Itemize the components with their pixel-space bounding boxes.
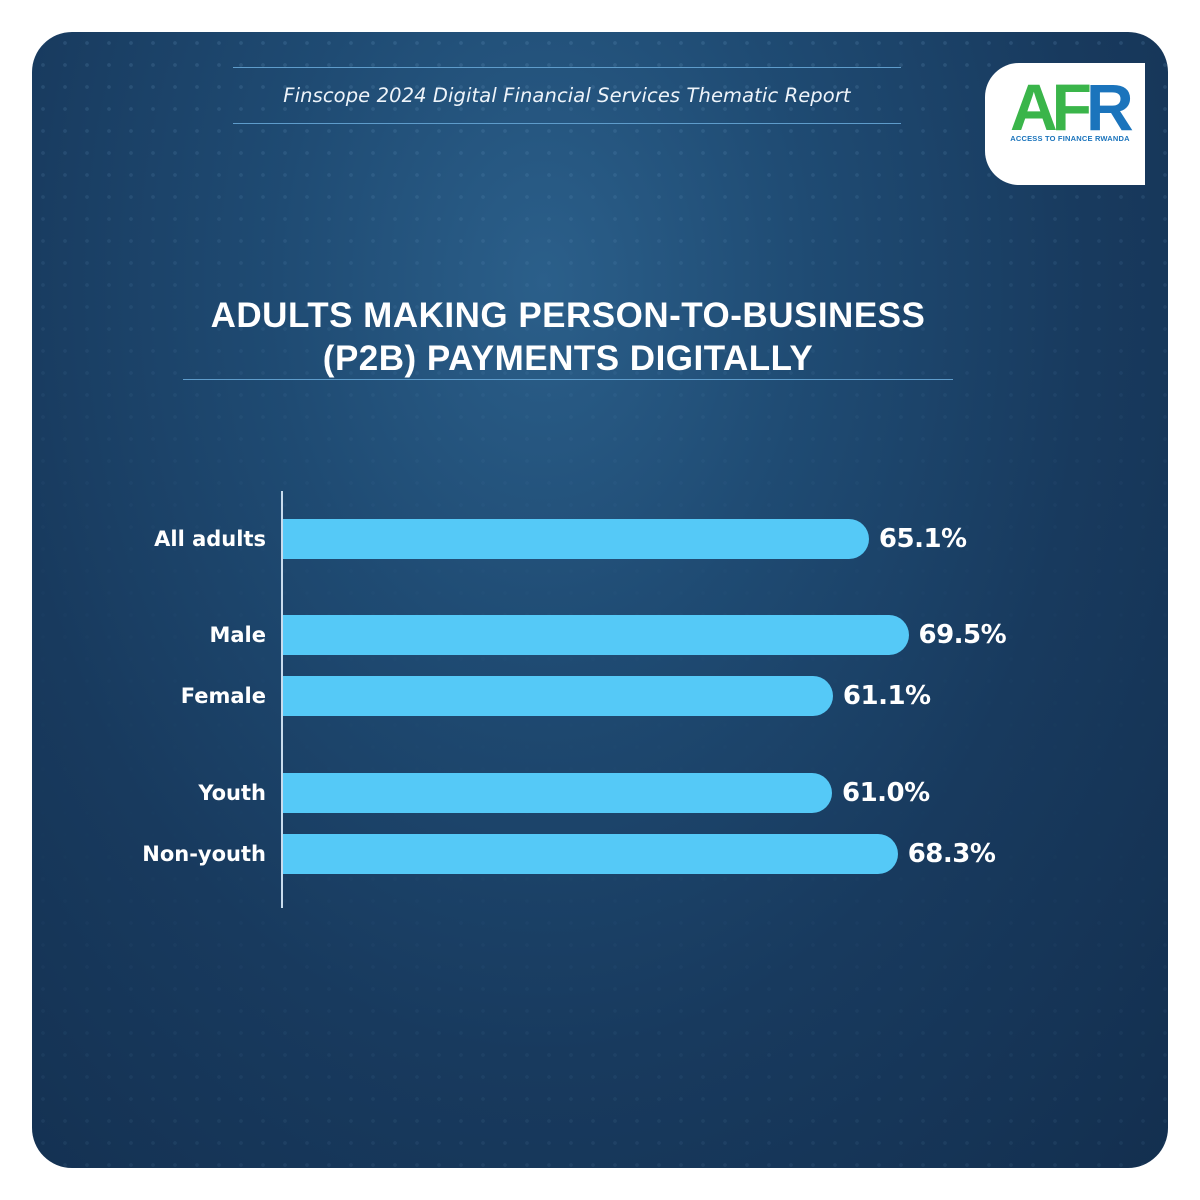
bar	[283, 773, 832, 813]
value-label: 68.3%	[907, 839, 996, 869]
chart-title-line-1: ADULTS MAKING PERSON-TO-BUSINESS	[210, 296, 926, 335]
report-subtitle: Finscope 2024 Digital Financial Services…	[283, 84, 851, 107]
value-label: 65.1%	[878, 524, 967, 554]
logo-tab	[985, 63, 1145, 185]
bar	[283, 676, 833, 716]
chart-title: ADULTS MAKING PERSON-TO-BUSINESS (P2B) P…	[180, 294, 956, 380]
bar	[283, 834, 898, 874]
bar	[283, 615, 909, 655]
value-label: 61.1%	[842, 681, 931, 711]
bar	[283, 519, 869, 559]
dot-pattern-background	[32, 32, 1168, 1168]
value-label: 61.0%	[842, 778, 930, 808]
category-label: Youth	[198, 781, 266, 805]
chart-axis-line	[281, 491, 283, 908]
category-label: Female	[180, 684, 266, 708]
report-subtitle-band: Finscope 2024 Digital Financial Services…	[233, 67, 901, 124]
infographic-card	[32, 32, 1168, 1168]
category-label: Male	[209, 623, 266, 647]
logo-tagline: ACCESS TO FINANCE RWANDA	[1010, 134, 1130, 143]
title-divider	[183, 379, 953, 380]
category-label: All adults	[154, 527, 266, 551]
chart-title-line-2: (P2B) PAYMENTS DIGITALLY	[322, 339, 814, 378]
value-label: 69.5%	[918, 620, 1007, 650]
category-label: Non-youth	[142, 842, 266, 866]
afr-logo-icon: AFR	[1010, 70, 1134, 144]
